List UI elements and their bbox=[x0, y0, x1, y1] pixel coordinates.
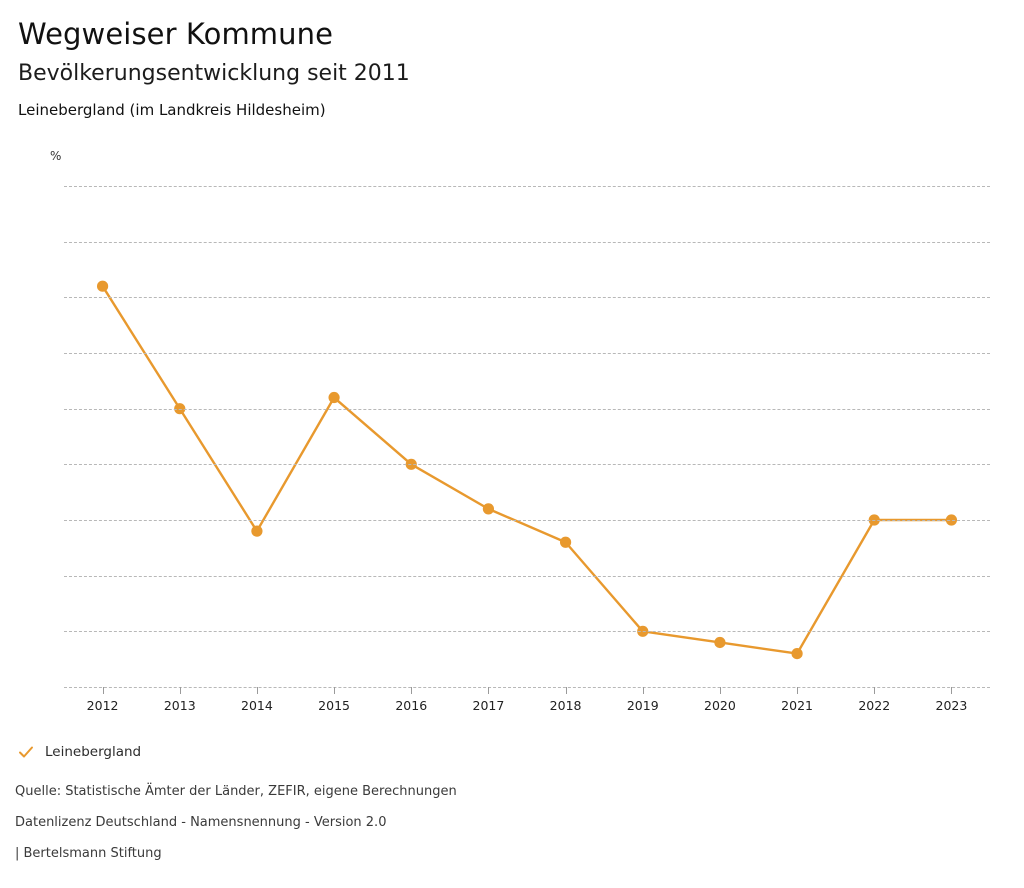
gridline bbox=[64, 687, 990, 688]
x-axis-tick-label: 2017 bbox=[472, 698, 505, 713]
gridline bbox=[64, 631, 990, 633]
footer-notes: Quelle: Statistische Ämter der Länder, Z… bbox=[15, 785, 815, 878]
series-line bbox=[101, 284, 953, 655]
x-axis-tick-mark bbox=[642, 687, 644, 694]
data-point[interactable] bbox=[791, 648, 803, 660]
footer-line: Datenlizenz Deutschland - Namensnennung … bbox=[15, 815, 387, 830]
x-axis-tick-mark bbox=[951, 687, 953, 694]
plot-area: 0,0-0,5-1,0-1,5-2,0-2,5-3,0-3,5-4,0-4,52… bbox=[64, 186, 990, 713]
data-point[interactable] bbox=[328, 391, 340, 404]
x-axis-tick-mark bbox=[565, 687, 567, 694]
x-axis-tick-mark bbox=[797, 687, 799, 694]
gridline bbox=[64, 241, 990, 243]
gridline bbox=[64, 464, 990, 466]
x-axis-tick-mark bbox=[411, 687, 413, 694]
gridline bbox=[64, 520, 990, 521]
x-axis-tick-label: 2015 bbox=[318, 698, 350, 713]
y-axis-unit-label: % bbox=[50, 149, 62, 163]
x-axis-tick-mark bbox=[719, 687, 721, 694]
legend-item-label: Leinebergland bbox=[45, 744, 142, 760]
x-axis-tick-label: 2023 bbox=[935, 698, 968, 713]
x-axis-tick-label: 2013 bbox=[163, 698, 196, 713]
x-axis-tick-mark bbox=[102, 687, 104, 694]
x-axis-tick-mark bbox=[334, 687, 336, 694]
data-point[interactable] bbox=[482, 503, 495, 515]
line-series-svg bbox=[96, 280, 958, 660]
data-point[interactable] bbox=[251, 525, 263, 537]
gridline bbox=[64, 353, 990, 354]
x-axis-tick-label: 2020 bbox=[704, 698, 736, 713]
data-point[interactable] bbox=[559, 536, 572, 548]
x-axis-tick-mark bbox=[874, 687, 876, 694]
x-axis-tick-mark bbox=[179, 687, 181, 694]
chart-container: % 0,0-0,5-1,0-1,5-2,0-2,5-3,0-3,5-4,0-4,… bbox=[0, 140, 1024, 720]
data-point[interactable] bbox=[96, 280, 109, 292]
gridline bbox=[64, 297, 990, 299]
x-axis-tick-label: 2019 bbox=[626, 698, 659, 713]
x-axis-tick-mark bbox=[256, 687, 258, 694]
gridline bbox=[64, 575, 990, 577]
footer-line: Quelle: Statistische Ämter der Länder, Z… bbox=[15, 784, 457, 799]
gridline bbox=[64, 408, 990, 410]
x-axis-tick-label: 2014 bbox=[241, 698, 273, 713]
region-label: Leinebergland (im Landkreis Hildesheim) bbox=[18, 100, 326, 119]
x-axis-tick-label: 2021 bbox=[781, 698, 813, 713]
chart-legend[interactable]: Leinebergland bbox=[18, 744, 141, 760]
data-point[interactable] bbox=[714, 636, 726, 649]
check-icon bbox=[19, 746, 33, 758]
gridline bbox=[64, 186, 990, 187]
x-axis-tick-label: 2022 bbox=[858, 698, 891, 713]
page-subtitle: Bevölkerungsentwicklung seit 2011 bbox=[18, 61, 410, 87]
x-axis-tick-label: 2012 bbox=[86, 698, 119, 713]
page-title: Wegweiser Kommune bbox=[18, 17, 334, 51]
page-header: Wegweiser Kommune Bevölkerungsentwicklun… bbox=[0, 0, 1024, 119]
x-axis-tick-label: 2016 bbox=[395, 698, 428, 713]
footer-line: | Bertelsmann Stiftung bbox=[15, 846, 162, 861]
x-axis-tick-mark bbox=[488, 687, 490, 694]
x-axis-tick-label: 2018 bbox=[549, 698, 582, 713]
